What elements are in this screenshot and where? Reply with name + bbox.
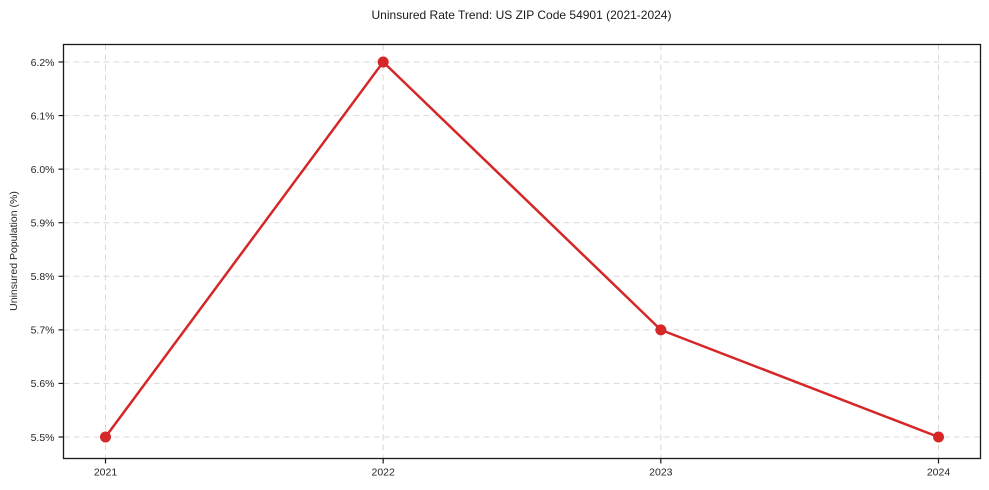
x-tick-label: 2022 bbox=[371, 467, 395, 479]
y-tick-label: 5.9% bbox=[31, 218, 55, 230]
y-tick-label: 5.5% bbox=[31, 432, 55, 444]
chart-title: Uninsured Rate Trend: US ZIP Code 54901 … bbox=[371, 8, 672, 22]
data-point-marker bbox=[100, 431, 111, 443]
y-tick-label: 5.7% bbox=[31, 325, 55, 337]
trend-line bbox=[104, 60, 940, 439]
x-tick-label: 2023 bbox=[649, 467, 673, 479]
data-point-marker bbox=[377, 56, 389, 68]
x-tick-label: 2024 bbox=[927, 467, 951, 479]
y-tick-label: 5.8% bbox=[31, 271, 55, 283]
axes: 5.5% 5.6% 5.7% 5.8% 5.9% 6.0% 6.1% 6.2% 2021 2022… bbox=[31, 57, 951, 479]
grid bbox=[63, 44, 981, 459]
y-tick-label: 6.1% bbox=[31, 110, 55, 122]
x-tick-label: 2021 bbox=[94, 467, 118, 479]
y-tick-label: 5.6% bbox=[31, 378, 55, 390]
y-tick-label: 6.0% bbox=[31, 164, 55, 176]
y-tick-label: 6.2% bbox=[31, 57, 55, 69]
data-point-marker bbox=[655, 324, 667, 336]
data-point-marker bbox=[933, 431, 944, 443]
plot-border bbox=[62, 43, 982, 460]
